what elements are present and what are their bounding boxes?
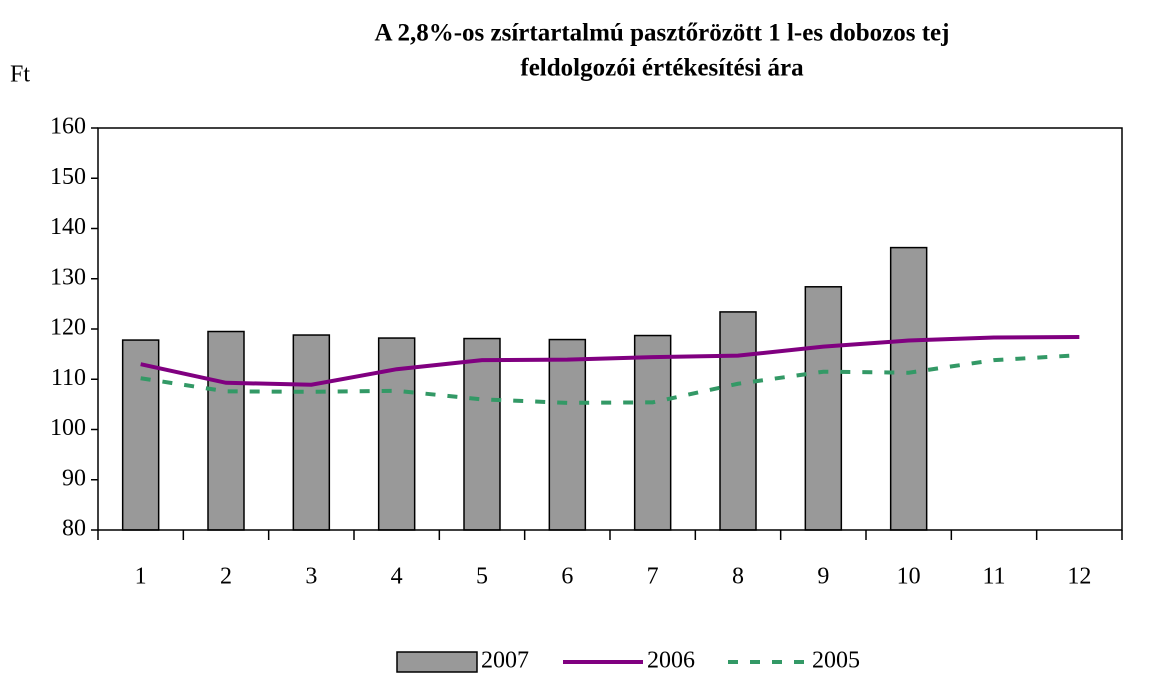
x-tick-label: 8 xyxy=(732,564,744,590)
y-axis-label: Ft xyxy=(10,62,30,88)
y-tick-label: 140 xyxy=(50,214,86,240)
y-tick-label: 80 xyxy=(62,516,86,542)
x-tick-label: 9 xyxy=(817,564,829,590)
bar xyxy=(207,330,245,531)
chart-title: A 2,8%-os zsírtartalmú pasztőrözött 1 l-… xyxy=(375,20,950,47)
x-tick-label: 1 xyxy=(135,564,147,590)
y-tick-label: 110 xyxy=(51,365,86,391)
bar xyxy=(889,246,928,531)
bar xyxy=(463,337,501,531)
bar xyxy=(548,338,587,531)
legend-label: 2005 xyxy=(812,648,860,674)
y-tick-label: 130 xyxy=(50,264,86,290)
y-tick-label: 120 xyxy=(50,315,86,341)
x-tick-label: 5 xyxy=(476,564,488,590)
bar xyxy=(292,334,331,531)
bar xyxy=(633,334,672,531)
x-tick-label: 11 xyxy=(982,564,1005,590)
y-tick-label: 100 xyxy=(50,415,86,441)
x-tick-label: 2 xyxy=(220,564,232,590)
x-tick-label: 6 xyxy=(561,564,573,590)
legend-swatch xyxy=(396,651,478,673)
y-tick-label: 150 xyxy=(50,164,86,190)
legend-label: 2006 xyxy=(647,648,695,674)
plot-frame xyxy=(97,127,1123,531)
x-tick-label: 10 xyxy=(897,564,921,590)
x-tick-label: 12 xyxy=(1067,564,1091,590)
line xyxy=(140,335,1080,387)
bar xyxy=(719,311,757,531)
bar xyxy=(804,286,843,531)
x-tick-label: 4 xyxy=(391,564,403,590)
x-tick-label: 3 xyxy=(305,564,317,590)
chart-subtitle: feldolgozói értékesítési ára xyxy=(520,55,804,82)
legend-label: 2007 xyxy=(481,648,529,674)
y-tick-label: 160 xyxy=(50,114,86,140)
x-tick-label: 7 xyxy=(647,564,659,590)
line xyxy=(140,353,1080,405)
y-tick-label: 90 xyxy=(62,465,86,491)
